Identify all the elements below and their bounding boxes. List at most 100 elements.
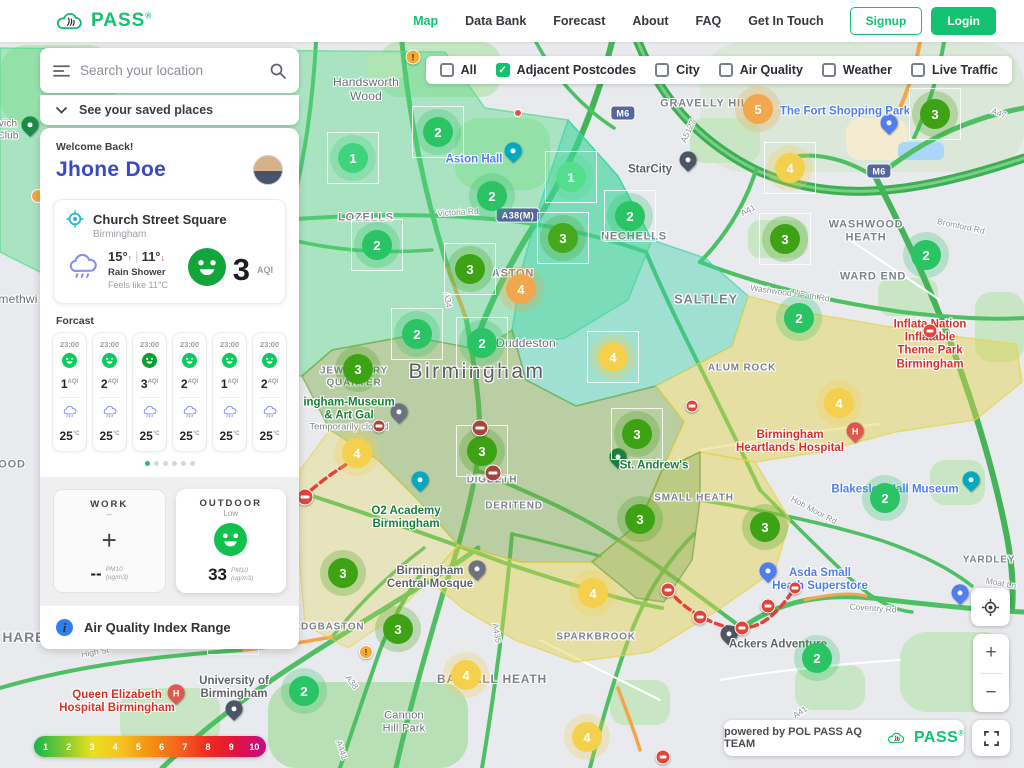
nav-link-data-bank[interactable]: Data Bank [465,14,526,28]
aqi-marker[interactable]: 4 [572,722,602,752]
locate-me-button[interactable] [971,588,1010,626]
road-closure-icon[interactable] [485,465,502,482]
road-closure-icon[interactable] [761,599,776,614]
outdoor-card[interactable]: OUTDOOR Low 33 PM10(ug/m3) [176,489,287,593]
aqi-marker[interactable]: 1 [338,143,368,173]
forecast-pagination[interactable] [40,461,299,466]
forecast-card-3[interactable]: 23:002AQI25°C [172,332,207,452]
aqi-marker[interactable]: 3 [455,254,485,284]
forecast-card-1[interactable]: 23:002AQI25°C [92,332,127,452]
checkbox-air-quality[interactable] [719,63,733,77]
zoom-out-button[interactable]: − [973,674,1009,713]
forecast-card-0[interactable]: 23:001AQI25°C [52,332,87,452]
forecast-card-4[interactable]: 23:001AQI25°C [212,332,247,452]
filter-air-quality[interactable]: Air Quality [719,63,803,77]
aqi-marker[interactable]: 1 [556,162,586,192]
aqi-marker[interactable]: 3 [328,558,358,588]
poi-label-asda-small-heath-superstore[interactable]: Asda Small Heath Superstore [772,567,868,593]
road-closure-icon[interactable] [686,400,699,413]
aqi-marker[interactable]: 3 [343,354,373,384]
search-icon[interactable] [270,63,286,79]
poi-label-the-fort-shopping-park[interactable]: The Fort Shopping Park [780,105,910,118]
checkbox-adjacent-postcodes[interactable]: ✓ [496,63,510,77]
aqi-marker[interactable]: 4 [598,342,628,372]
aqi-range-toggle[interactable]: i Air Quality Index Range [40,605,299,649]
filter-weather[interactable]: Weather [822,63,892,77]
add-work-location-button[interactable]: + [102,527,117,553]
checkbox-live-traffic[interactable] [911,63,925,77]
nav-link-get-in-touch[interactable]: Get In Touch [748,14,823,28]
nav-link-about[interactable]: About [632,14,668,28]
aqi-marker[interactable]: 2 [467,328,497,358]
filter-all[interactable]: All [440,63,477,77]
aqi-marker[interactable]: 3 [467,436,497,466]
poi-label-st-andrew-s[interactable]: St. Andrew's [620,459,689,472]
filter-city[interactable]: City [655,63,700,77]
aqi-marker[interactable]: 2 [289,676,319,706]
road-closure-icon[interactable] [693,610,708,625]
brand-logo[interactable]: PASS® [54,10,152,32]
aqi-marker[interactable]: 2 [615,201,645,231]
work-card[interactable]: WORK – + -- PM10(ug/m3) [53,489,166,593]
forecast-card-5[interactable]: 23:002AQI25°C [252,332,287,452]
aqi-marker[interactable]: 3 [770,224,800,254]
traffic-warning-icon[interactable]: ! [359,645,373,659]
aqi-marker[interactable]: 3 [383,614,413,644]
pagination-dot[interactable] [163,461,168,466]
login-button[interactable]: Login [931,7,996,35]
poi-label-starcity[interactable]: StarCity [628,163,672,176]
poi-label-aston-hall[interactable]: Aston Hall [446,153,503,166]
poi-label-birmingham-central-mosque[interactable]: Birmingham Central Mosque [387,565,473,591]
aqi-marker[interactable]: 2 [784,303,814,333]
aqi-marker[interactable]: 4 [824,388,854,418]
saved-places-toggle[interactable]: See your saved places [40,95,299,125]
aqi-marker[interactable]: 2 [402,319,432,349]
aqi-marker[interactable]: 2 [362,230,392,260]
aqi-marker[interactable]: 4 [342,438,372,468]
aqi-marker[interactable]: 4 [451,660,481,690]
avatar[interactable] [253,155,283,185]
pagination-dot[interactable] [154,461,159,466]
aqi-marker[interactable]: 2 [911,240,941,270]
filter-adjacent-postcodes[interactable]: ✓Adjacent Postcodes [496,63,636,77]
road-closure-icon[interactable] [656,750,671,765]
menu-icon[interactable] [53,64,70,78]
aqi-marker[interactable]: 3 [750,512,780,542]
search-input[interactable] [80,63,260,78]
aqi-marker[interactable]: 3 [622,419,652,449]
road-closure-icon[interactable] [373,420,386,433]
road-closure-icon[interactable] [297,489,314,506]
checkbox-weather[interactable] [822,63,836,77]
aqi-marker[interactable]: 4 [578,578,608,608]
signup-button[interactable]: Signup [850,7,923,35]
aqi-marker[interactable]: 4 [775,153,805,183]
poi-label-queen-elizabeth-hospital-birmingham[interactable]: Queen Elizabeth Hospital Birmingham [59,689,175,715]
fullscreen-button[interactable] [972,720,1010,756]
pagination-dot[interactable] [145,461,150,466]
checkbox-all[interactable] [440,63,454,77]
road-closure-icon[interactable] [735,621,750,636]
search-bar[interactable] [40,48,299,93]
poi-label-birmingham-heartlands-hospital[interactable]: Birmingham Heartlands Hospital [736,429,844,455]
road-closure-icon[interactable] [923,324,938,339]
checkbox-city[interactable] [655,63,669,77]
road-closure-icon[interactable] [789,582,802,595]
pagination-dot[interactable] [172,461,177,466]
aqi-marker[interactable]: 3 [625,504,655,534]
traffic-warning-icon[interactable]: ! [406,50,421,65]
aqi-marker[interactable]: 2 [423,117,453,147]
road-closure-icon[interactable] [661,583,676,598]
poi-label-o2-academy-birmingham[interactable]: O2 Academy Birmingham [371,505,440,531]
forecast-card-2[interactable]: 23:003AQI25°C [132,332,167,452]
aqi-marker[interactable]: 3 [548,223,578,253]
nav-link-map[interactable]: Map [413,14,438,28]
pagination-dot[interactable] [190,461,195,466]
road-closure-icon[interactable] [472,420,489,437]
poi-label-university-of-birmingham[interactable]: University of Birmingham [199,675,269,701]
pagination-dot[interactable] [181,461,186,466]
aqi-marker[interactable]: 2 [870,483,900,513]
aqi-marker[interactable]: 2 [802,643,832,673]
aqi-marker[interactable]: 5 [743,94,773,124]
weather-card[interactable]: Church Street Square Birmingham 15°↑|11°… [53,199,286,304]
nav-link-faq[interactable]: FAQ [696,14,722,28]
